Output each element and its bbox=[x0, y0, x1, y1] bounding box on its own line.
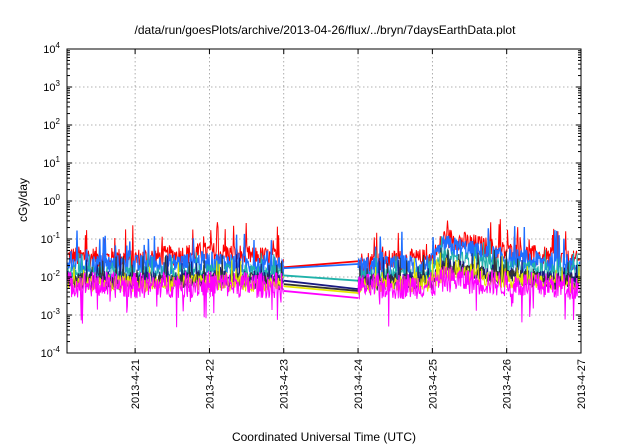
x-tick-label: 2013-4-27 bbox=[576, 359, 588, 409]
y-tick-label: 102 bbox=[43, 117, 60, 132]
series-gap-line bbox=[283, 290, 359, 299]
x-tick-label: 2013-4-26 bbox=[502, 359, 514, 409]
series-gap-line bbox=[283, 279, 359, 291]
axis-ticks bbox=[67, 48, 582, 354]
y-tick-label: 103 bbox=[43, 79, 60, 94]
series-gap-line bbox=[283, 260, 359, 269]
y-tick-label: 101 bbox=[43, 155, 60, 170]
chart-title: /data/run/goesPlots/archive/2013-04-26/f… bbox=[135, 23, 517, 37]
y-tick-labels: 10-4 10-3 10-2 10-1 100 101 102 103 104 bbox=[41, 41, 61, 360]
series-layer bbox=[67, 219, 581, 328]
y-tick-label: 10-1 bbox=[41, 231, 61, 246]
y-axis-label: cGy/day bbox=[16, 178, 30, 222]
x-tick-label: 2013-4-23 bbox=[279, 359, 291, 409]
y-tick-label: 100 bbox=[43, 193, 60, 208]
x-tick-label: 2013-4-22 bbox=[204, 359, 216, 409]
x-tick-label: 2013-4-21 bbox=[130, 359, 142, 409]
series-gap-line bbox=[283, 263, 359, 270]
y-tick-label: 10-3 bbox=[41, 307, 61, 322]
series-gap-line bbox=[283, 285, 359, 294]
y-tick-label: 104 bbox=[43, 41, 60, 56]
x-axis-label: Coordinated Universal Time (UTC) bbox=[232, 430, 416, 444]
x-tick-label: 2013-4-24 bbox=[353, 359, 365, 409]
x-tick-labels: 2013-4-21 2013-4-22 2013-4-23 2013-4-24 2013… bbox=[130, 359, 588, 409]
series-trace bbox=[67, 226, 581, 278]
series-gap-line bbox=[283, 283, 359, 292]
x-tick-label: 2013-4-25 bbox=[427, 359, 439, 409]
series-trace bbox=[67, 266, 580, 328]
series-gap-line bbox=[283, 274, 359, 282]
y-tick-label: 10-2 bbox=[41, 269, 61, 284]
y-tick-label: 10-4 bbox=[41, 345, 61, 360]
grid-lines bbox=[67, 49, 581, 353]
